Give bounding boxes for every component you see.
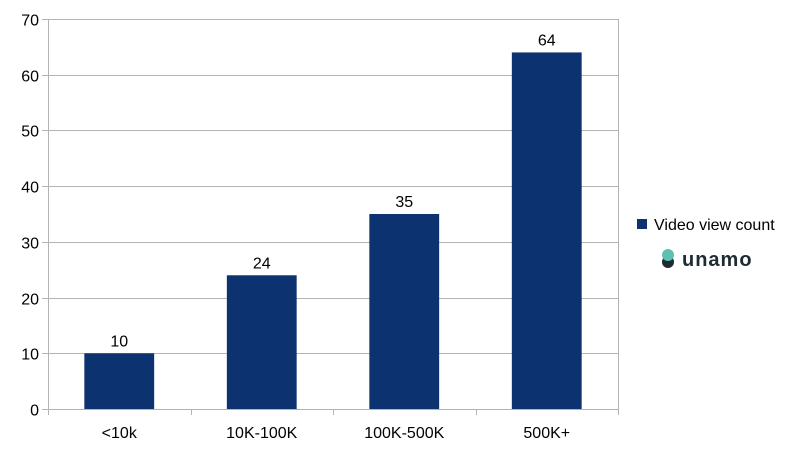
- bar: [369, 214, 440, 409]
- bar: [511, 52, 582, 410]
- data-labels: 10 24 35 64: [110, 32, 555, 350]
- y-axis-ticks: 0 10 20 30 40 50 60 70: [21, 13, 39, 420]
- legend-label: Video view count: [654, 217, 775, 234]
- legend-swatch: [637, 219, 647, 229]
- x-tick-label: <10k: [102, 425, 138, 442]
- y-tick-label: 60: [21, 69, 39, 86]
- x-tick-label: 500K+: [523, 425, 570, 442]
- y-tick-label: 50: [21, 124, 39, 141]
- x-tick-label: 100K-500K: [364, 425, 444, 442]
- bar-value-label: 10: [110, 333, 128, 350]
- bars: [84, 52, 582, 410]
- x-tick-label: 10K-100K: [226, 425, 297, 442]
- bar: [84, 353, 155, 409]
- y-tick-label: 20: [21, 292, 39, 309]
- y-tick-label: 30: [21, 236, 39, 253]
- y-tick-label: 40: [21, 180, 39, 197]
- unamo-logo: unamo: [662, 249, 753, 271]
- bar-value-label: 64: [538, 32, 556, 49]
- unamo-logo-text: unamo: [682, 249, 753, 271]
- bar-value-label: 24: [253, 255, 271, 272]
- bar: [226, 275, 297, 409]
- y-tick-label: 0: [30, 403, 39, 420]
- bar-value-label: 35: [395, 194, 413, 211]
- y-tick-label: 70: [21, 13, 39, 30]
- legend: Video view count: [637, 217, 775, 234]
- axes: [42, 19, 619, 415]
- unamo-logo-icon: [662, 249, 674, 268]
- y-tick-label: 10: [21, 347, 39, 364]
- x-axis-ticks: <10k 10K-100K 100K-500K 500K+: [102, 425, 570, 442]
